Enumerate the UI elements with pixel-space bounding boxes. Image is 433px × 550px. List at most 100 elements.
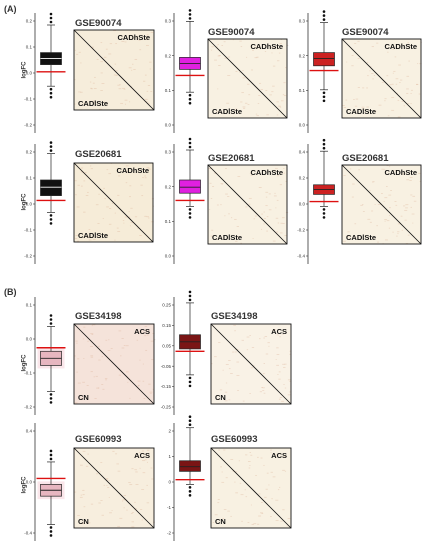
heatmap-cell (90, 503, 94, 505)
heatmap-cell (124, 216, 128, 218)
outlier-point (322, 10, 326, 13)
heatmap-cell (279, 336, 281, 338)
heatmap-cell (249, 172, 251, 174)
heatmap-cell (276, 455, 278, 457)
heatmap-cell (406, 92, 409, 94)
heatmap-cell (276, 114, 279, 116)
heatmap-cell (124, 103, 126, 105)
heatmap-cell (131, 521, 135, 523)
heatmap-cell (146, 216, 149, 218)
heatmap-cell (130, 512, 133, 514)
heatmap-cell (77, 184, 80, 186)
heatmap-cell (88, 239, 92, 241)
outlier-point (322, 95, 326, 99)
heatmap-cell (277, 175, 279, 177)
heatmap-cell (397, 99, 400, 101)
heatmap-cell (248, 197, 252, 199)
heatmap-cell (277, 48, 279, 49)
heatmap-cell (249, 465, 251, 466)
heatmap-cell (118, 374, 121, 376)
heatmap-cell (227, 510, 230, 512)
heatmap-cell (137, 380, 141, 382)
heatmap-diagonal (207, 164, 288, 245)
heatmap-cell (210, 198, 213, 199)
heatmap-cell (85, 465, 89, 467)
heatmap-frame (341, 38, 422, 119)
heatmap-cell (355, 98, 359, 100)
heatmap-cell (249, 452, 251, 453)
heatmap-cell (95, 204, 99, 206)
heatmap-cell (264, 51, 267, 53)
heatmap-cell (268, 484, 270, 486)
heatmap-cell (287, 379, 291, 381)
y-tick-label: 0.2 (299, 176, 306, 181)
heatmap-cell (87, 340, 89, 342)
y-tick-label: -1 (167, 505, 171, 510)
heatmap-cell (125, 182, 128, 184)
heatmap-cell (252, 50, 254, 51)
heatmap-cell (237, 390, 239, 391)
heatmap-cell (224, 400, 228, 402)
heatmap-cell (133, 508, 137, 510)
heatmap-cell (394, 201, 397, 202)
heatmap-cell (217, 88, 219, 90)
heatmap-cell (235, 240, 238, 242)
heatmap-diagonal (210, 447, 292, 529)
heatmap-cell (418, 93, 421, 95)
heatmap-cell (401, 229, 403, 231)
heatmap-cell (251, 523, 254, 525)
heatmap-cell (406, 179, 410, 181)
heatmap-cell (277, 489, 280, 491)
panel-title: GSE20681 (208, 153, 255, 164)
outlier-point (188, 294, 192, 298)
heatmap-cell (210, 49, 213, 51)
heatmap-cell (214, 356, 217, 358)
heatmap-top-label: ACS (134, 451, 150, 460)
outlier-point (188, 216, 192, 219)
heatmap-cell (246, 336, 250, 338)
heatmap-cell (85, 195, 89, 196)
y-tick-label: 0.0 (299, 202, 306, 207)
heatmap-cell (275, 454, 278, 455)
heatmap-cell (346, 61, 348, 63)
heatmap-cell (83, 358, 85, 359)
outlier-point (322, 91, 326, 95)
heatmap-cell (82, 489, 85, 491)
heatmap-cell (405, 204, 409, 206)
y-tick-label: -0.1 (24, 97, 32, 102)
heatmap-cell (273, 329, 276, 330)
heatmap-cell (376, 225, 378, 227)
heatmap-cell (139, 234, 142, 236)
heatmap-cell (383, 168, 386, 170)
heatmap-cell (234, 471, 238, 473)
heatmap-cell (212, 522, 215, 523)
heatmap-cell (100, 61, 104, 63)
heatmap-cell (278, 52, 281, 54)
heatmap-cell (265, 90, 268, 91)
heatmap-cell (237, 176, 241, 177)
y-tick-label: 0.05 (162, 343, 171, 348)
heatmap-cell (81, 167, 84, 169)
heatmap-cell (388, 215, 390, 217)
heatmap-bottom-label: CADlSte (346, 107, 376, 116)
heatmap-cell (353, 236, 356, 238)
heatmap-cell (240, 101, 243, 103)
heatmap-cell (146, 90, 149, 92)
heatmap-cell (209, 209, 211, 211)
heatmap-cell (122, 499, 126, 501)
heatmap-cell (111, 510, 113, 511)
heatmap-cell (354, 223, 357, 225)
heatmap-cell (256, 115, 259, 117)
heatmap-cell (80, 171, 84, 173)
y-tick-label: 0.0 (26, 337, 33, 342)
heatmap-cell (289, 380, 291, 382)
y-tick-label: 0.2 (165, 53, 172, 58)
heatmap-cell (289, 391, 291, 393)
heatmap-cell (222, 369, 224, 371)
heatmap-cell (272, 65, 276, 67)
heatmap-cell (386, 186, 388, 187)
heatmap-cell (351, 65, 354, 67)
heatmap-cell (360, 204, 363, 206)
heatmap-cell (216, 111, 219, 113)
heatmap-cell (245, 454, 248, 456)
